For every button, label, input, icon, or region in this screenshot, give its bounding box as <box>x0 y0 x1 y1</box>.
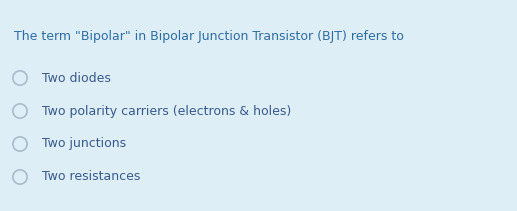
Point <box>16 142 24 146</box>
Text: Two junctions: Two junctions <box>42 138 126 150</box>
Text: Two diodes: Two diodes <box>42 72 111 84</box>
Point <box>16 76 24 80</box>
Text: Two polarity carriers (electrons & holes): Two polarity carriers (electrons & holes… <box>42 104 291 118</box>
Text: The term "Bipolar" in Bipolar Junction Transistor (BJT) refers to: The term "Bipolar" in Bipolar Junction T… <box>14 30 404 43</box>
Point <box>16 175 24 179</box>
Text: Two resistances: Two resistances <box>42 170 141 184</box>
Point <box>16 109 24 113</box>
